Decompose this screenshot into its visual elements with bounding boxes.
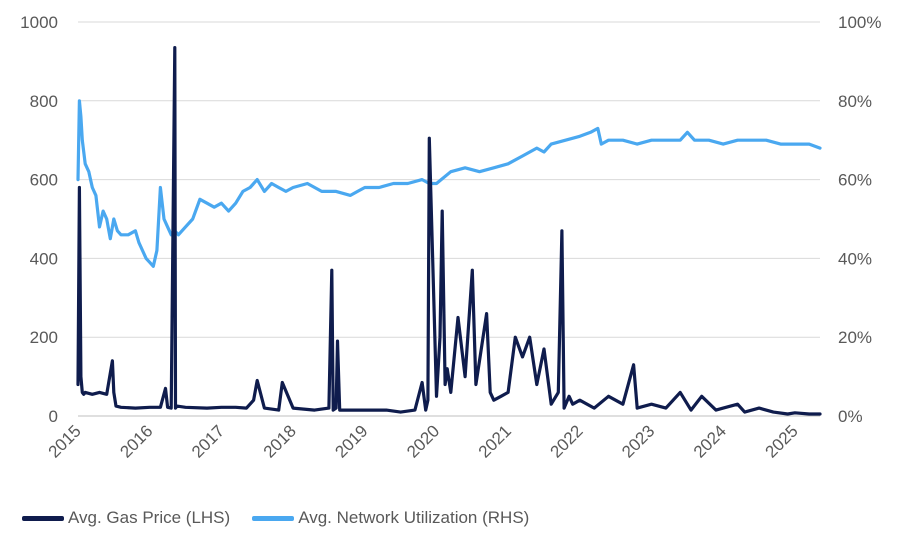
left-tick-label: 1000: [20, 13, 58, 32]
right-tick-label: 0%: [838, 407, 863, 426]
legend-item-gas-price: Avg. Gas Price (LHS): [22, 508, 230, 528]
series-line-gas-price: [76, 45, 822, 416]
x-axis-ticks: 2015 2016 2017 2018 2019 2020 2021 2022 2023 2024…: [45, 421, 802, 461]
legend: Avg. Gas Price (LHS) Avg. Network Utiliz…: [22, 508, 529, 528]
right-tick-label: 40%: [838, 249, 872, 268]
x-tick-label: 2019: [331, 421, 371, 461]
left-tick-label: 0: [49, 407, 58, 426]
left-tick-label: 400: [30, 249, 58, 268]
left-tick-label: 800: [30, 92, 58, 111]
left-tick-label: 200: [30, 328, 58, 347]
left-tick-label: 600: [30, 171, 58, 190]
x-tick-label: 2023: [618, 421, 658, 461]
x-tick-label: 2021: [475, 421, 515, 461]
right-tick-label: 80%: [838, 92, 872, 111]
legend-swatch-network-utilization: [252, 515, 295, 521]
x-tick-label: 2020: [403, 421, 443, 461]
right-tick-label: 20%: [838, 328, 872, 347]
gridlines: [78, 21, 820, 338]
legend-label-network-utilization: Avg. Network Utilization (RHS): [298, 508, 530, 527]
left-axis-ticks: 1000 800 600 400 200 0: [20, 13, 58, 426]
legend-label-gas-price: Avg. Gas Price (LHS): [68, 508, 231, 527]
x-tick-label: 2025: [762, 421, 802, 461]
legend-swatch-gas-price: [22, 515, 64, 521]
x-tick-label: 2015: [45, 421, 85, 461]
x-tick-label: 2022: [546, 421, 586, 461]
legend-item-network-utilization: Avg. Network Utilization (RHS): [252, 508, 529, 528]
right-tick-label: 100%: [838, 13, 881, 32]
series-layer: [76, 45, 822, 416]
x-tick-label: 2024: [690, 421, 730, 461]
series-line-network-utilization: [76, 99, 822, 268]
right-tick-label: 60%: [838, 171, 872, 190]
x-tick-label: 2017: [188, 421, 228, 461]
x-tick-label: 2016: [116, 421, 156, 461]
x-tick-label: 2018: [260, 421, 300, 461]
right-axis-ticks: 100% 80% 60% 40% 20% 0%: [838, 13, 881, 426]
